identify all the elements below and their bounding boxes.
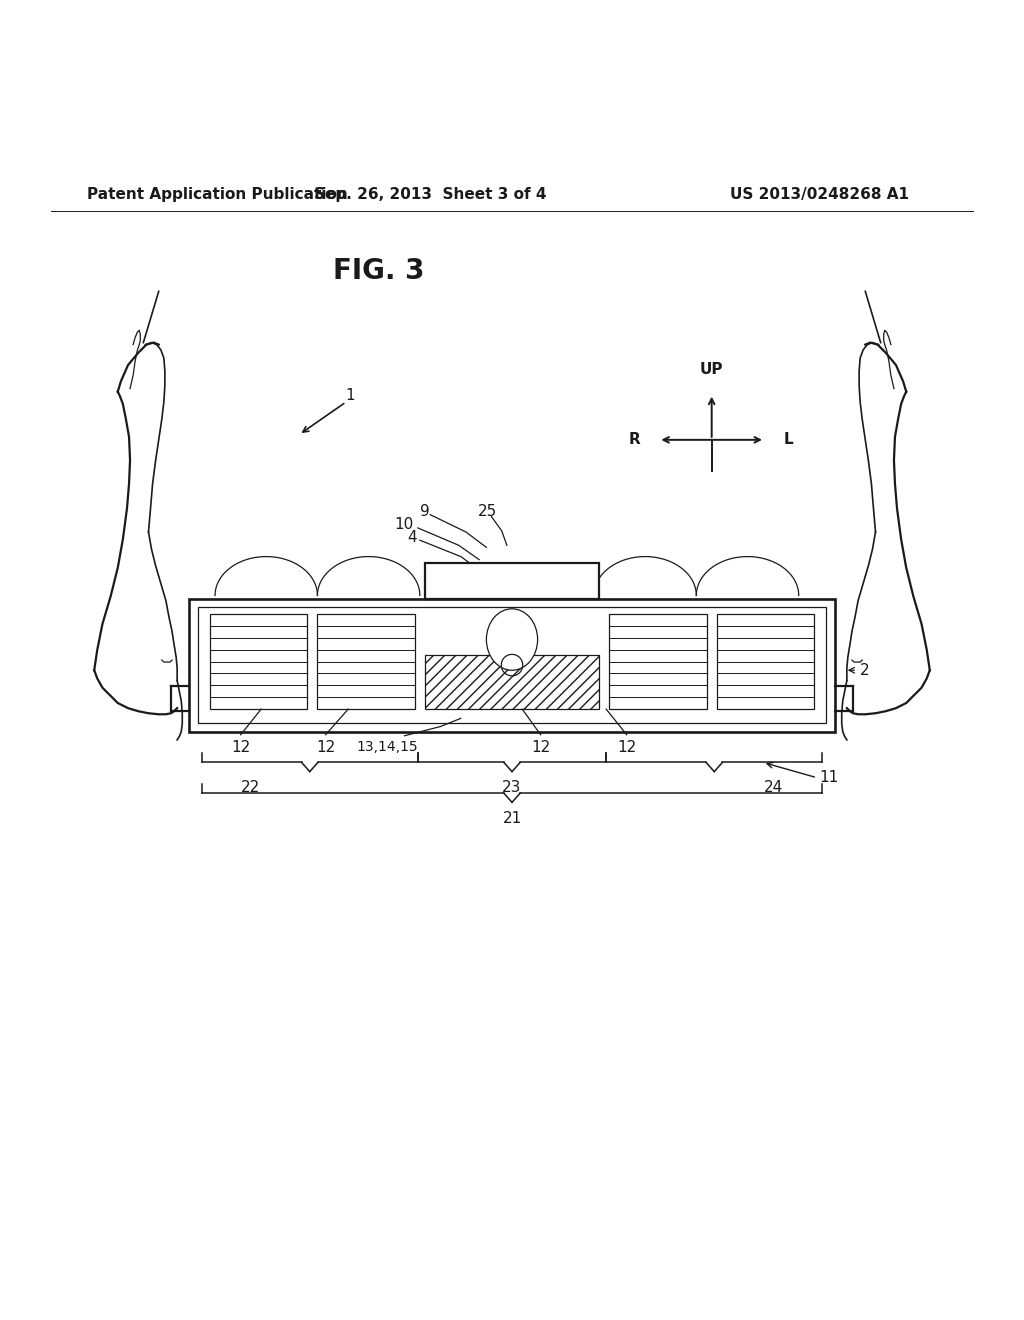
Text: UP: UP [700, 363, 723, 378]
Text: Sep. 26, 2013  Sheet 3 of 4: Sep. 26, 2013 Sheet 3 of 4 [313, 186, 547, 202]
Text: 2: 2 [860, 663, 869, 677]
Bar [210, 614, 307, 709]
Text: 9: 9 [420, 504, 430, 519]
Text: 24: 24 [764, 780, 782, 796]
Text: FIG. 3: FIG. 3 [333, 257, 425, 285]
Ellipse shape [486, 609, 538, 671]
Bar [717, 614, 814, 709]
Text: 23: 23 [503, 780, 521, 796]
Text: 12: 12 [316, 739, 335, 755]
Text: US 2013/0248268 A1: US 2013/0248268 A1 [730, 186, 908, 202]
Bar [189, 598, 835, 731]
Text: 21: 21 [503, 812, 521, 826]
Text: 10: 10 [394, 517, 413, 532]
Text: 11: 11 [819, 771, 839, 785]
Text: 4: 4 [407, 529, 417, 545]
Text: 12: 12 [231, 739, 250, 755]
Text: R: R [629, 433, 640, 447]
Bar [425, 655, 599, 709]
Text: 22: 22 [242, 780, 260, 796]
Bar [198, 607, 826, 723]
Bar [425, 562, 599, 598]
Text: Patent Application Publication: Patent Application Publication [87, 186, 348, 202]
Bar [609, 614, 707, 709]
Text: 12: 12 [617, 739, 636, 755]
Text: 1: 1 [345, 388, 355, 404]
Text: 12: 12 [531, 739, 550, 755]
Text: 13,14,15: 13,14,15 [356, 741, 418, 754]
Bar [317, 614, 415, 709]
Text: 25: 25 [478, 504, 497, 519]
Text: L: L [783, 433, 793, 447]
